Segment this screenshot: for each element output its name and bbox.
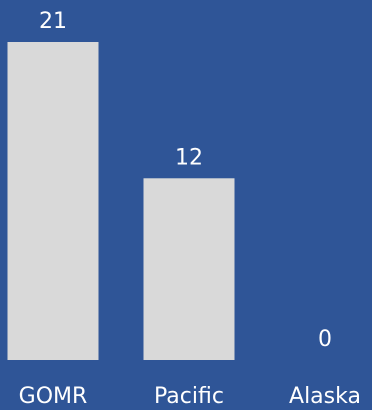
bar-pacific xyxy=(143,178,235,360)
category-label-gomr: GOMR xyxy=(19,384,88,409)
bar-gomr xyxy=(7,42,99,360)
data-label-gomr: 21 xyxy=(39,9,67,34)
data-label-pacific: 12 xyxy=(175,145,203,170)
data-label-alaska: 0 xyxy=(318,327,332,352)
category-label-alaska: Alaska xyxy=(289,384,361,409)
category-label-pacific: Pacific xyxy=(154,384,224,409)
